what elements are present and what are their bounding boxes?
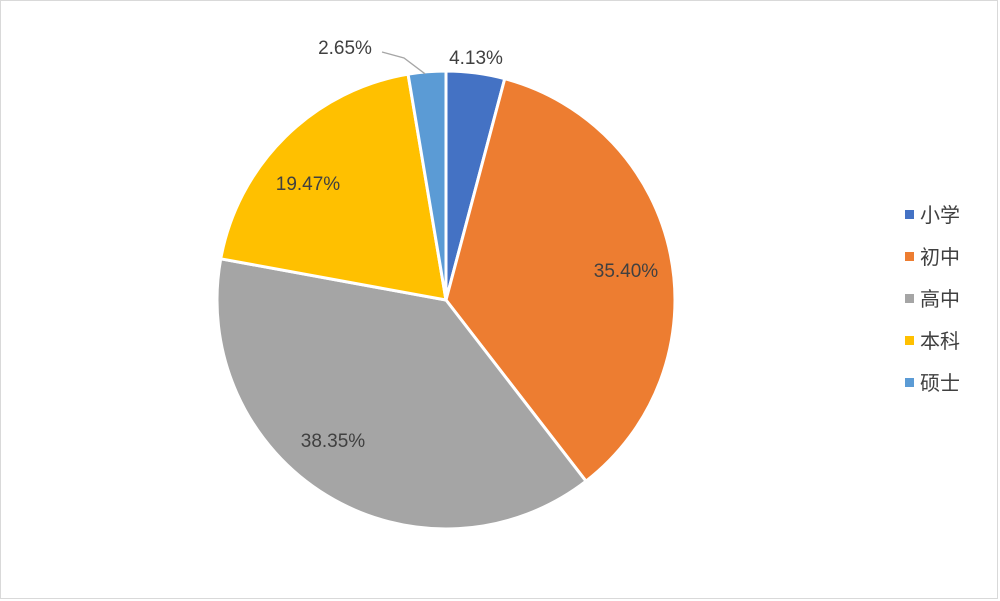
legend-label-5: 硕士 [920, 371, 960, 395]
data-label-5: 2.65% [318, 38, 372, 59]
legend-label-2: 初中 [920, 245, 960, 269]
pie-slice-3 [215, 257, 588, 531]
legend-swatch-3 [905, 294, 914, 303]
legend-swatch-2 [905, 252, 914, 261]
pie-slices [215, 69, 677, 531]
legend-label-1: 小学 [920, 203, 960, 227]
pie-slice-5 [406, 69, 448, 302]
data-labels: 4.13% 35.40% 38.35% 19.47% 2.65% [276, 38, 659, 452]
pie-slice-2 [444, 77, 677, 483]
data-label-2: 35.40% [594, 261, 659, 282]
data-label-1: 4.13% [449, 48, 503, 69]
legend-swatch-4 [905, 336, 914, 345]
data-label-3: 38.35% [301, 431, 366, 452]
legend-swatch-5 [905, 378, 914, 387]
legend-label-3: 高中 [920, 287, 960, 311]
legend-swatch-1 [905, 210, 914, 219]
leader-line [381, 51, 426, 75]
leader-lines [381, 51, 426, 75]
legend-label-4: 本科 [920, 329, 960, 353]
pie-slice-4 [219, 72, 448, 302]
data-label-4: 19.47% [276, 174, 341, 195]
